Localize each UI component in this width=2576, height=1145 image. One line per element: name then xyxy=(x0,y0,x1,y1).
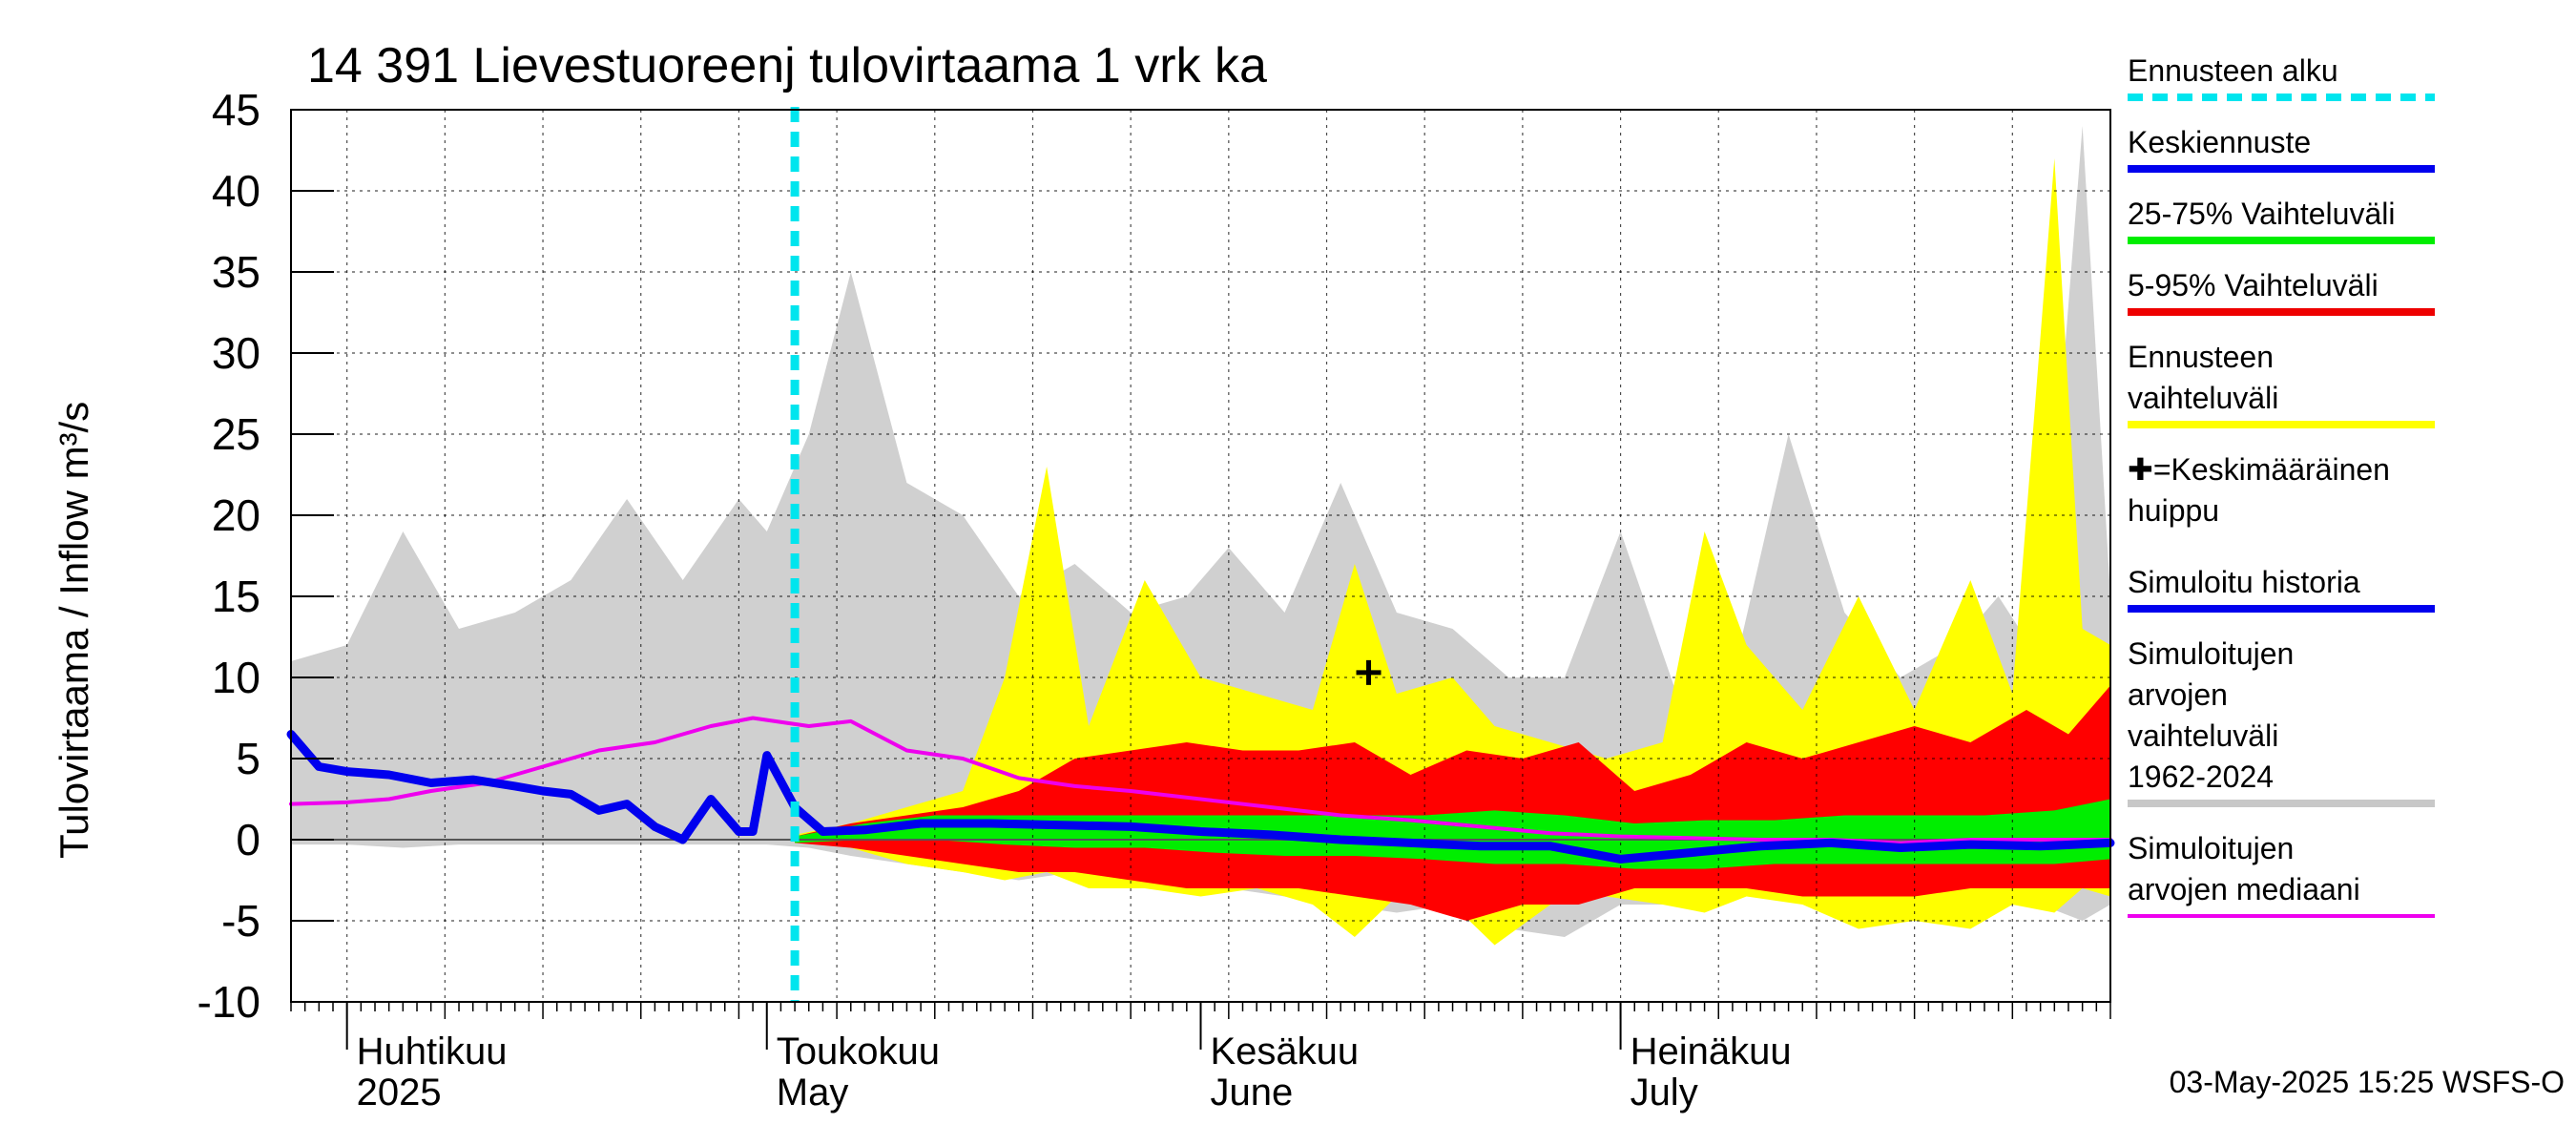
legend-label-5-95-vaihteluv-li: 5-95% Vaihteluväli xyxy=(2128,268,2379,302)
y-tick-label: -5 xyxy=(221,896,260,946)
y-tick-label: 45 xyxy=(212,85,260,135)
line-simuloitujen-arvojen-mediaani xyxy=(289,716,2112,845)
legend-label-simuloitujen-arvojen-mediaani: Simuloitujen xyxy=(2128,831,2294,865)
legend-label-keskim-r-inen-huippu: huippu xyxy=(2128,493,2219,528)
y-axis-label: Tulovirtaama / Inflow m³/s xyxy=(52,402,96,859)
legend-label-ennusteen-vaihteluv-li: Ennusteen xyxy=(2128,340,2274,374)
month-label-en: July xyxy=(1631,1072,1698,1114)
y-tick-label: 0 xyxy=(236,815,260,864)
footer-timestamp: 03-May-2025 15:25 WSFS-O xyxy=(2170,1065,2565,1099)
y-tick-label: 10 xyxy=(212,653,260,702)
legend-label-simuloitujen-arvojen-mediaani: arvojen mediaani xyxy=(2128,872,2360,906)
month-label-en: May xyxy=(777,1072,849,1114)
month-label-en: June xyxy=(1211,1072,1294,1114)
legend-label-simuloitujen-arvojen-vaihteluv-li-1962-2024: vaihteluväli xyxy=(2128,718,2278,753)
axes: -10-5051015202530354045Huhtikuu2025Touko… xyxy=(197,85,2111,1114)
y-tick-label: 35 xyxy=(212,247,260,297)
chart-title: 14 391 Lievestuoreenj tulovirtaama 1 vrk… xyxy=(307,38,1267,94)
month-label-fi: Kesäkuu xyxy=(1211,1030,1360,1072)
y-tick-label: 40 xyxy=(212,166,260,216)
band-simuloitujen-arvojen-vaihteluv-li-1962-2024 xyxy=(291,126,2110,937)
legend-label-keskiennuste: Keskiennuste xyxy=(2128,125,2311,159)
data-bands xyxy=(291,126,2110,946)
legend-label-ennusteen-vaihteluv-li: vaihteluväli xyxy=(2128,381,2278,415)
month-label-en: 2025 xyxy=(357,1072,442,1114)
y-tick-label: 15 xyxy=(212,572,260,621)
month-label-fi: Toukokuu xyxy=(777,1030,940,1072)
legend-label-25-75-vaihteluv-li: 25-75% Vaihteluväli xyxy=(2128,197,2395,231)
legend-label-ennusteen-alku: Ennusteen alku xyxy=(2128,53,2338,88)
line-keskiennuste xyxy=(790,802,2115,864)
y-tick-label: 5 xyxy=(236,734,260,783)
y-tick-label: 25 xyxy=(212,409,260,459)
legend: Ennusteen alku Keskiennuste 25-75% Vaihtel… xyxy=(2128,53,2435,918)
line-simuloitu-historia xyxy=(286,730,800,844)
mean-peak-marker xyxy=(1356,659,1381,685)
data-lines xyxy=(286,107,2115,1002)
legend-label-simuloitujen-arvojen-vaihteluv-li-1962-2024: arvojen xyxy=(2128,677,2228,712)
grid xyxy=(291,110,2110,1002)
month-label-fi: Heinäkuu xyxy=(1631,1030,1792,1072)
y-tick-label: 20 xyxy=(212,490,260,540)
legend-label-simuloitu-historia: Simuloitu historia xyxy=(2128,565,2360,599)
legend-label-simuloitujen-arvojen-vaihteluv-li-1962-2024: 1962-2024 xyxy=(2128,760,2274,794)
legend-label-keskim-r-inen-huippu: ✚=Keskimääräinen xyxy=(2128,452,2390,487)
band-ennusteen-vaihteluv-li xyxy=(795,158,2110,946)
band-25-75-vaihteluv-li xyxy=(795,799,2110,869)
month-label-fi: Huhtikuu xyxy=(357,1030,508,1072)
legend-label-simuloitujen-arvojen-vaihteluv-li-1962-2024: Simuloitujen xyxy=(2128,636,2294,671)
y-tick-label: -10 xyxy=(197,977,260,1027)
y-tick-label: 30 xyxy=(212,328,260,378)
